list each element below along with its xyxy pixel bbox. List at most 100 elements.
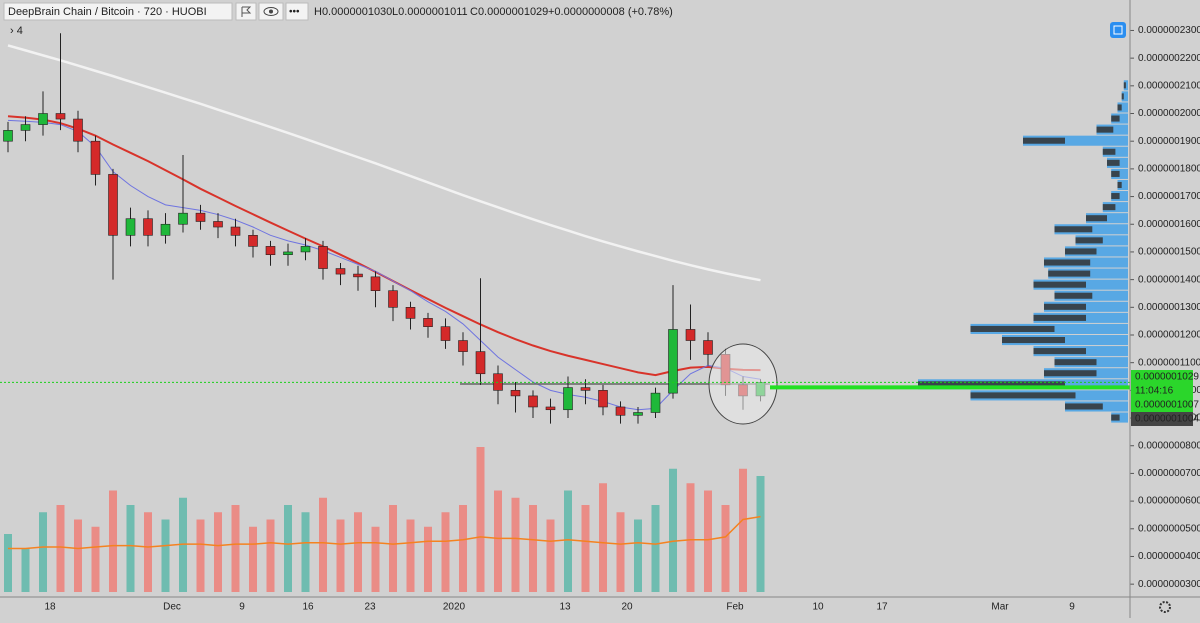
profile-bar-dark [1075,237,1103,244]
y-tick-label: 0.0000002000 [1138,108,1200,119]
candle-body [528,395,538,408]
volume-bar [564,490,572,592]
candle-body [143,218,153,236]
candle-body [178,212,188,225]
profile-bar-dark [1002,336,1065,344]
candle-body [580,387,591,391]
volume-bar [249,526,257,592]
eye-pupil [269,9,273,14]
volume-bar [266,519,275,592]
y-tick-label: 0.0000001100 [1138,357,1200,368]
volume-bar [424,526,432,592]
symbol: DeepBrain Chain / Bitcoin · 720 · HUOBI [8,6,207,18]
profile-bar-dark [1065,403,1103,410]
volume-bar [161,519,170,592]
x-tick-label: 13 [559,602,571,613]
price-badge-label: 11:04:16 [1135,386,1174,397]
gear-icon[interactable] [1159,601,1171,613]
profile-bar-dark [970,325,1055,332]
candle-body [318,246,328,269]
ohlc-change: +0.0000000008 (+0.78%) [548,6,673,18]
y-tick-label: 0.0000000600 [1138,496,1200,507]
volume-bar [721,505,730,592]
candle-body [633,412,643,416]
candle-body [73,118,83,142]
x-tick-label: 18 [44,602,56,613]
candle-body [405,307,416,319]
profile-bar-dark [1096,126,1114,133]
volume-bar [406,519,415,592]
volume-bar [739,468,747,592]
price-badge [1131,370,1193,384]
profile-bar-dark [1054,226,1093,233]
ohlc-low: L0.0000001011 [392,6,468,18]
volume-bar [109,490,117,592]
profile-bar [1023,135,1128,146]
candle-body [668,329,678,394]
more-button[interactable] [285,2,309,21]
y-tick-label: 0.0000000700 [1138,468,1200,479]
volume-bar [126,505,135,592]
x-tick-label: 20 [621,602,633,613]
candle-body [230,226,241,236]
y-tick-label: 0.0000001800 [1138,164,1200,175]
profile-bar-dark [1121,93,1124,100]
volume-bar [21,548,30,592]
profile-bar-dark [1117,181,1122,189]
ohlc-high: H0.0000001030 [314,6,392,18]
x-tick-label: Dec [163,602,181,613]
profile-bar-dark [1102,204,1116,211]
candle-body [388,290,398,308]
y-tick-label: 0.0000000500 [1138,523,1200,534]
volume-bar [599,483,607,592]
moving-average [7,119,761,411]
y-tick-label: 0.0000001700 [1138,191,1200,202]
ohlc-close: C0.0000001029 [470,6,548,18]
volume-bar [704,490,712,592]
candle-body [3,130,13,142]
profile-bar [1117,102,1128,113]
candle-body [20,124,31,131]
profile-bar-dark [1065,248,1097,255]
profile-bar-dark [1054,292,1093,299]
highlight-ellipse [708,343,778,425]
symbol-box[interactable] [3,2,233,21]
volume-bar [91,526,100,592]
candle-body [685,329,696,341]
profile-bar [1121,91,1128,102]
candle-body [265,246,276,256]
volume-bar [301,512,310,592]
candle-body [195,212,206,222]
candle-body [650,392,661,413]
eye-icon [263,7,279,16]
price-badge [1131,384,1193,398]
candle-body [38,113,48,125]
profile-bar-dark [1044,259,1091,266]
volume-bar [74,519,82,592]
flag-button[interactable] [235,2,257,21]
x-tick-label: 16 [302,602,314,613]
candle-body [615,406,626,416]
profile-bar-dark [918,381,1065,388]
settings-square[interactable] [1110,22,1126,38]
profile-bar-dark [1107,159,1120,166]
candle-body [370,276,381,291]
volume-bar [284,505,292,592]
volume-bar [371,526,380,592]
candle-body [423,318,433,327]
profile-bar-dark [1044,303,1086,310]
candle-body [510,390,521,397]
indicator-toggle[interactable]: › 4 [10,25,23,37]
price-badge-label: 0.0000001029 [1135,372,1199,383]
profile-bar-dark [1111,115,1120,122]
x-tick-label: 2020 [443,602,466,613]
volume-bar [4,534,12,592]
candle-body [108,174,118,236]
volume-bar [389,505,397,592]
volume-bar [686,483,695,592]
profile-bar-dark [1086,215,1107,222]
candle-body [55,113,66,120]
y-tick-label: 0.0000000400 [1138,551,1200,562]
volume-bar [56,505,65,592]
